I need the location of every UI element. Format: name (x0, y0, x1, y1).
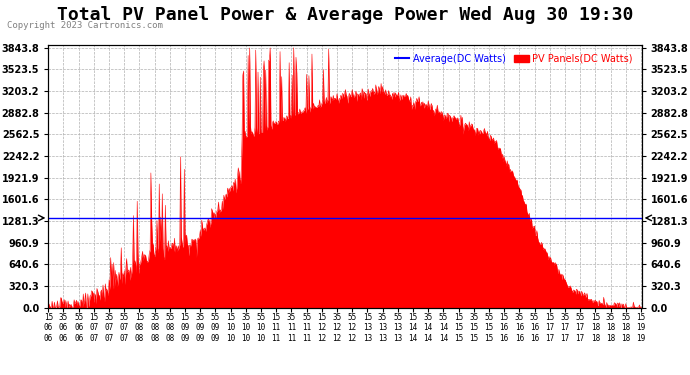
Text: Total PV Panel Power & Average Power Wed Aug 30 19:30: Total PV Panel Power & Average Power Wed… (57, 6, 633, 24)
Text: Copyright 2023 Cartronics.com: Copyright 2023 Cartronics.com (7, 21, 163, 30)
Legend: Average(DC Watts), PV Panels(DC Watts): Average(DC Watts), PV Panels(DC Watts) (391, 50, 637, 68)
